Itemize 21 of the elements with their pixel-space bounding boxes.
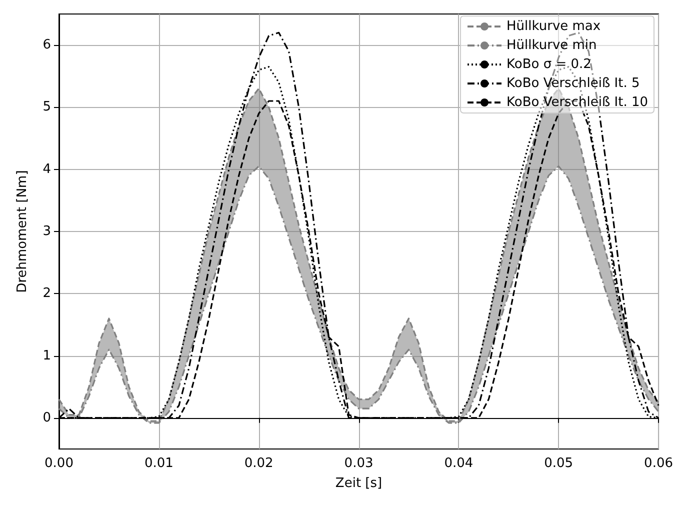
x-axis-title: Zeit [s] xyxy=(335,476,382,491)
x-tick-label: 0.00 xyxy=(44,456,74,471)
legend-label: Hüllkurve min xyxy=(506,38,597,53)
legend-label: KoBo σ = 0.2 xyxy=(506,57,592,72)
legend-label: Hüllkurve max xyxy=(506,19,601,34)
y-tick-label: 2 xyxy=(42,286,51,302)
x-tick-label: 0.05 xyxy=(544,456,574,471)
y-tick-label: 0 xyxy=(42,410,51,426)
y-tick-label: 6 xyxy=(42,38,51,53)
y-axis-title: Drehmoment [Nm] xyxy=(15,170,30,293)
x-tick-label: 0.02 xyxy=(244,456,274,471)
y-tick-label: 4 xyxy=(42,162,51,177)
x-tick-label: 0.06 xyxy=(644,456,674,471)
y-tick-label: 5 xyxy=(42,100,51,115)
y-tick-label: 3 xyxy=(42,224,51,239)
x-tick-label: 0.01 xyxy=(144,456,174,471)
x-tick-label: 0.04 xyxy=(444,456,474,471)
legend-label: KoBo Verschleiß It. 5 xyxy=(506,76,640,91)
x-tick-label: 0.03 xyxy=(344,456,374,471)
y-tick-label: 1 xyxy=(42,348,51,364)
legend-label: KoBo Verschleiß It. 10 xyxy=(506,95,648,110)
